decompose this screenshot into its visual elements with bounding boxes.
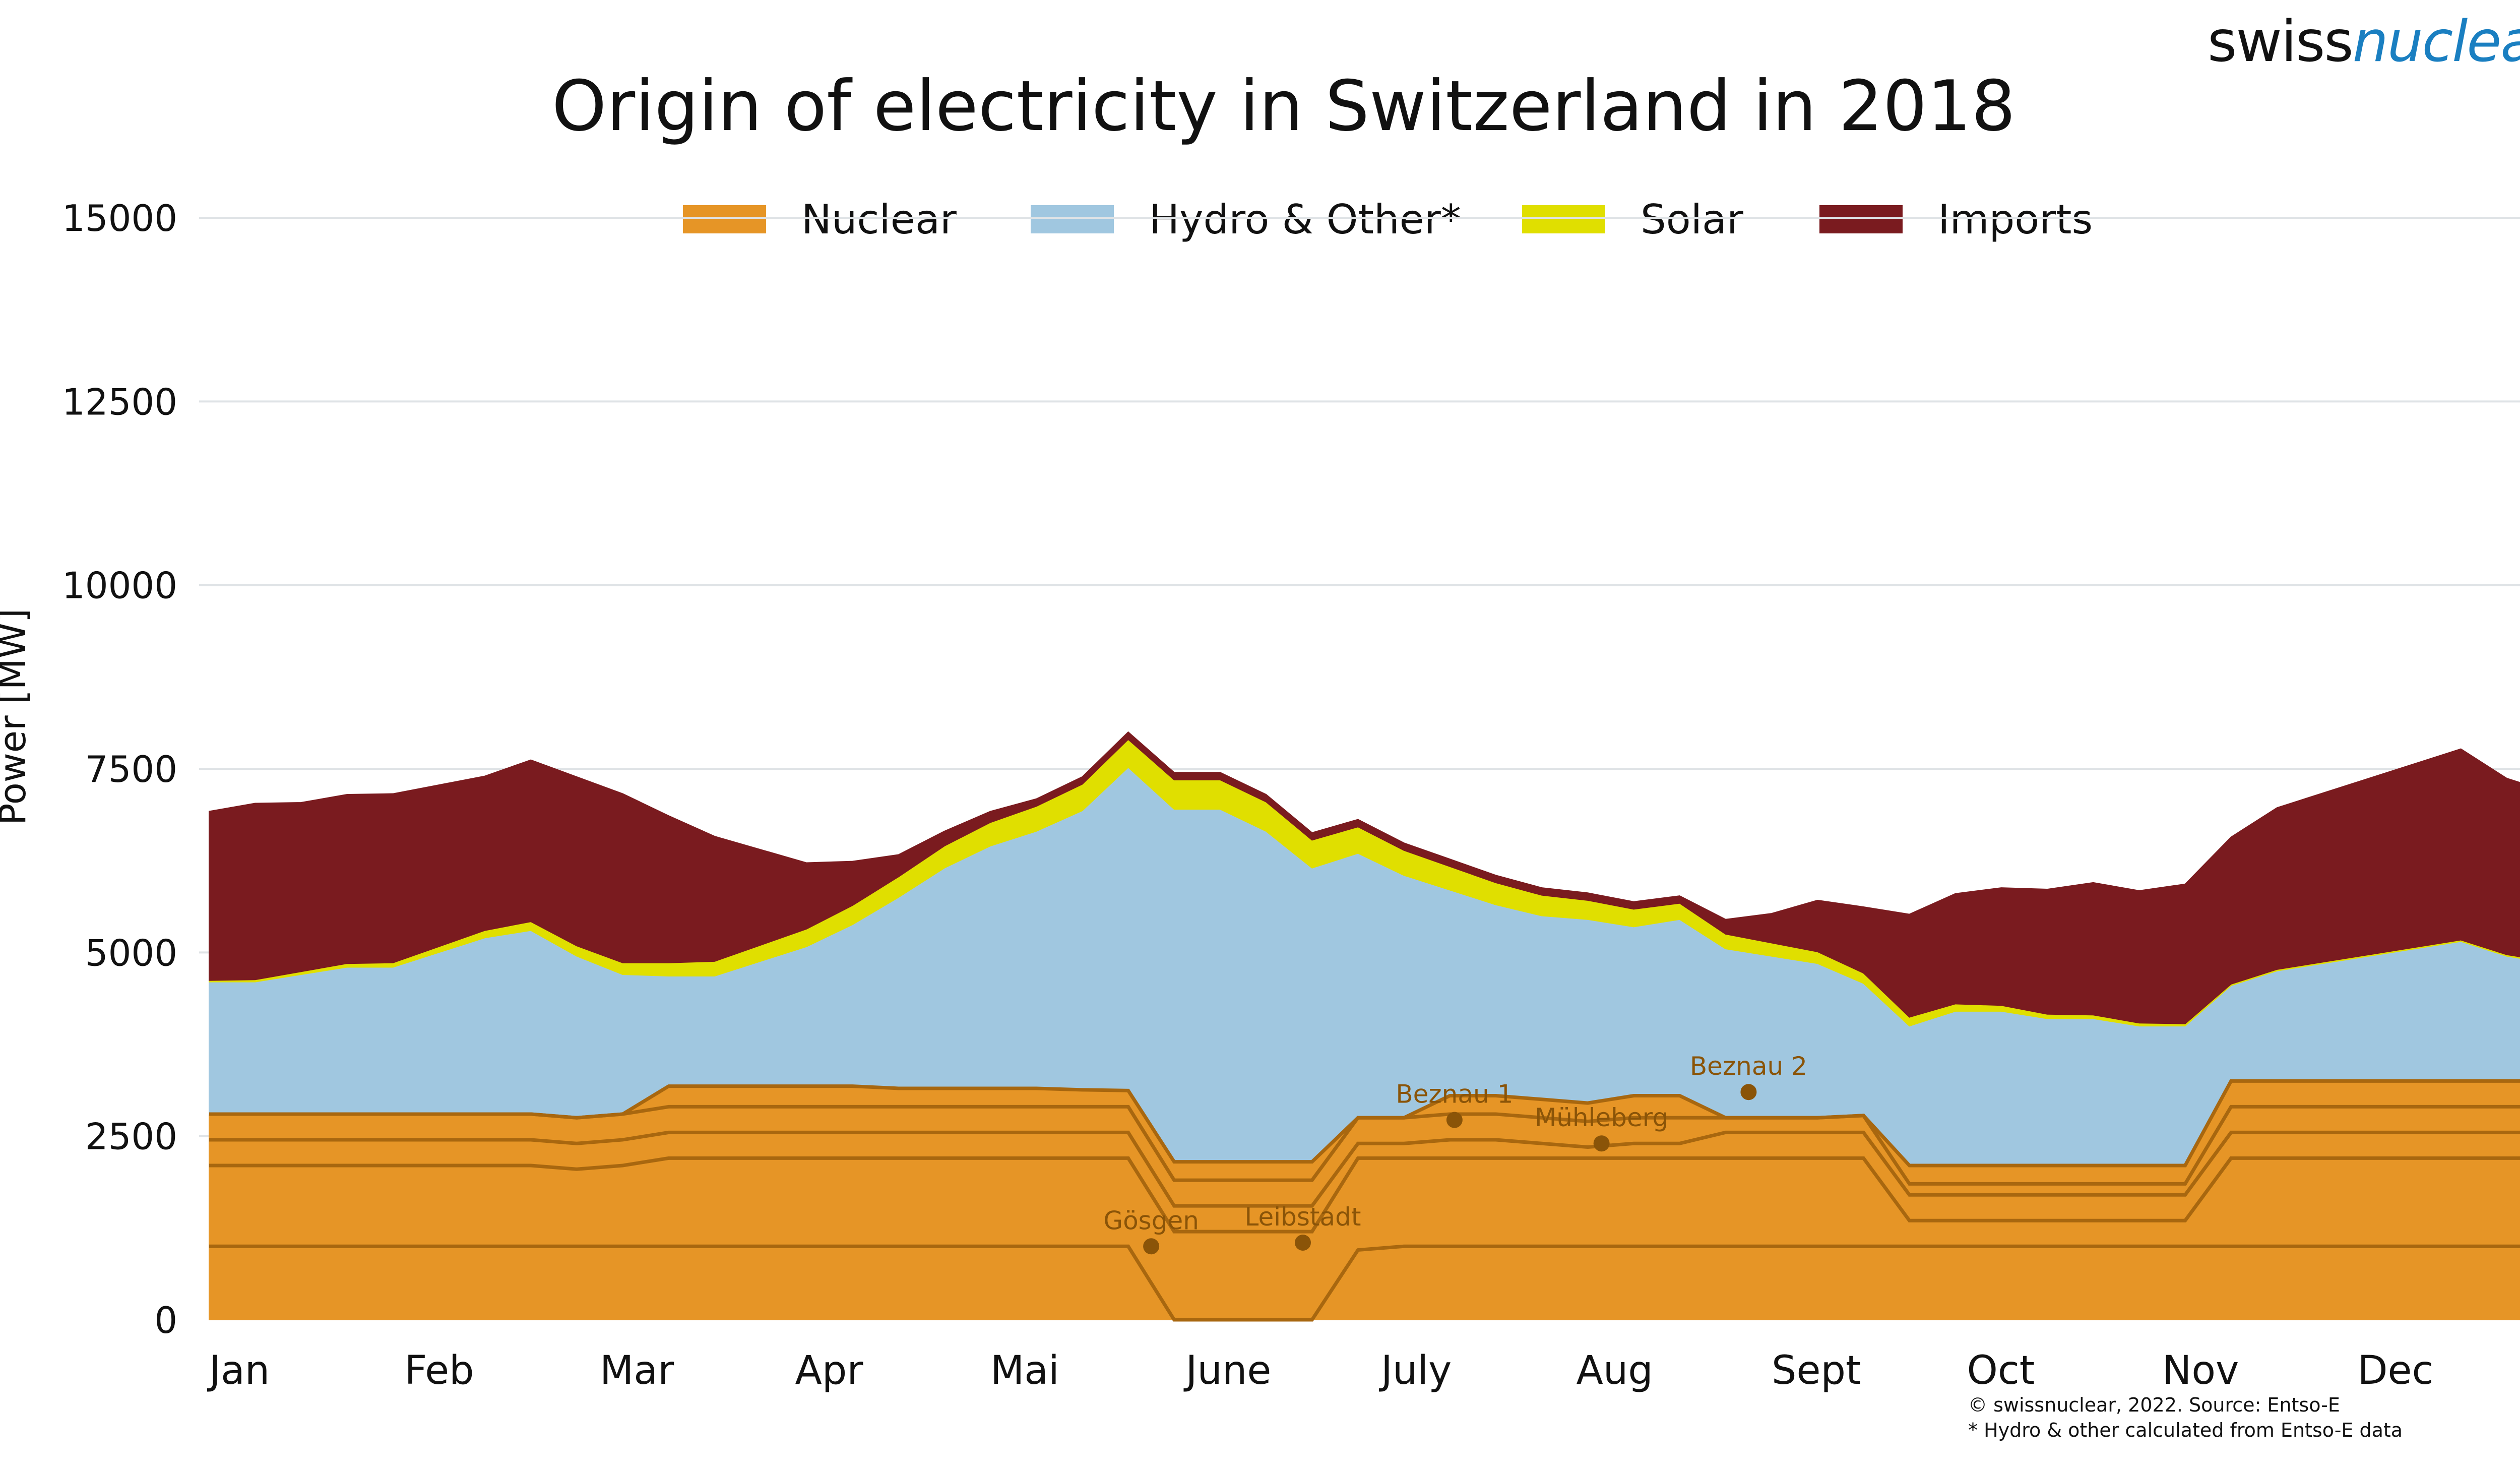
area-imports	[209, 731, 2520, 1024]
x-tick-label: Apr	[795, 1348, 864, 1393]
x-tick-label: June	[1183, 1348, 1272, 1393]
annotation-label: Beznau 1	[1396, 1080, 1513, 1109]
footnote: * Hydro & other calculated from Entso-E …	[1968, 1419, 2403, 1441]
y-tick-labels: 0 2500 5000 7500 10000 12500 15000	[62, 197, 177, 1341]
nuclear-unit-boundaries	[209, 1079, 2520, 1322]
x-tick-label: Oct	[1967, 1348, 2035, 1393]
stacked-areas	[209, 731, 2520, 1320]
y-tick-label: 10000	[62, 565, 177, 607]
legend-label-hydro: Hydro & Other*	[1149, 196, 1461, 243]
y-tick-label: 7500	[85, 748, 177, 790]
y-tick-label: 0	[154, 1299, 177, 1341]
annotation-marker	[1740, 1084, 1757, 1100]
brand-logo-part1: swiss	[2207, 9, 2354, 75]
y-tick-label: 5000	[85, 932, 177, 974]
x-tick-label: Sept	[1772, 1348, 1861, 1393]
nuclear-unit-annotations: Gösgen Leibstadt Beznau 1 Mühleberg Beznau 2	[1103, 1052, 1807, 1255]
x-tick-label: July	[1378, 1348, 1452, 1393]
annotation-label: Leibstadt	[1244, 1202, 1361, 1232]
nuclear-boundary-line	[209, 1244, 2520, 1322]
brand-logo: swissnuclear	[2208, 9, 2520, 75]
legend-label-nuclear: Nuclear	[801, 196, 957, 243]
x-tick-label: Dec	[2358, 1348, 2434, 1393]
annotation-label: Mühleberg	[1535, 1103, 1668, 1132]
nuclear-boundary-line	[209, 1130, 2520, 1208]
legend-swatch-imports	[1819, 205, 1903, 233]
x-tick-label: Feb	[405, 1348, 474, 1393]
annotation-marker	[1143, 1238, 1160, 1255]
annotation-label: Beznau 2	[1690, 1052, 1807, 1081]
nuclear-boundary-line	[209, 1079, 2520, 1168]
legend-swatch-hydro	[1031, 205, 1114, 233]
x-tick-label: Nov	[2162, 1348, 2239, 1393]
annotation-marker	[1446, 1112, 1463, 1128]
legend-label-solar: Solar	[1641, 196, 1743, 243]
y-tick-label: 15000	[62, 197, 177, 239]
annotation-label: Gösgen	[1103, 1206, 1199, 1235]
x-tick-label: Mar	[600, 1348, 674, 1393]
x-tick-label: Aug	[1577, 1348, 1653, 1393]
x-tick-label: Mai	[990, 1348, 1059, 1393]
annotation-marker	[1295, 1234, 1311, 1251]
annotation-marker	[1593, 1135, 1610, 1152]
y-tick-label: 12500	[62, 381, 177, 423]
x-tick-labels: Jan Feb Mar Apr Mai June July Aug Sept Oct Nov Dec	[207, 1348, 2433, 1393]
nuclear-boundary-line	[209, 1156, 2520, 1234]
legend-swatch-nuclear	[683, 205, 766, 233]
brand-logo-part2: nuclear	[2352, 9, 2520, 75]
legend-swatch-solar	[1522, 205, 1605, 233]
x-tick-label: Jan	[207, 1348, 270, 1393]
copyright-note: © swissnuclear, 2022. Source: Entso-E	[1968, 1394, 2340, 1416]
legend-label-imports: Imports	[1938, 196, 2093, 243]
y-tick-label: 2500	[85, 1116, 177, 1158]
chart-title: Origin of electricity in Switzerland in …	[551, 66, 2016, 147]
